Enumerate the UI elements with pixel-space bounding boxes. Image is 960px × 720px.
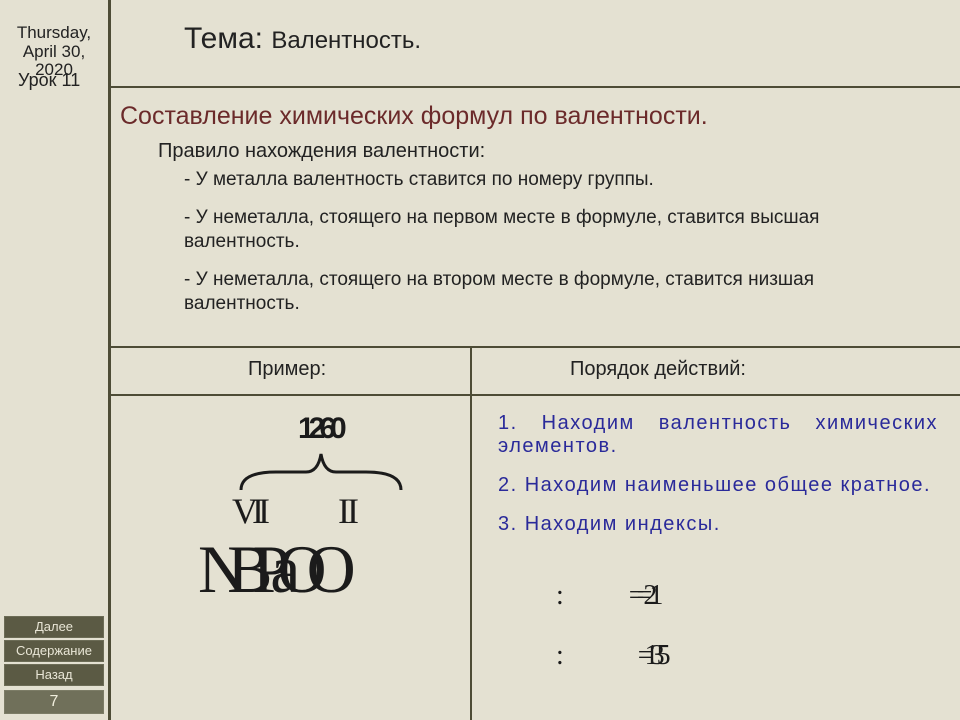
page-number: 7 xyxy=(4,690,104,714)
example-box: 1260 VII II NBPa OO xyxy=(188,400,478,710)
calc-row-1: : == 21 xyxy=(556,580,655,612)
back-button[interactable]: Назад xyxy=(4,664,104,686)
valence-left: VII xyxy=(232,490,264,532)
chemical-formula: NBPa OO xyxy=(198,530,336,609)
next-button[interactable]: Далее xyxy=(4,616,104,638)
lesson-label: Урок 11 xyxy=(18,70,80,91)
rules-heading: Правило нахождения валентности: xyxy=(158,140,485,163)
calc1-right: == 21 xyxy=(629,580,656,611)
column-header-steps: Порядок действий: xyxy=(570,358,746,381)
vertical-divider xyxy=(108,0,111,720)
calc1-left: : xyxy=(556,580,566,611)
step-3: 3. Находим индексы. xyxy=(498,513,938,536)
calc2-left: : xyxy=(556,640,566,671)
step-2: 2. Находим наименьшее общее кратное. xyxy=(498,474,938,497)
title-underline xyxy=(111,86,960,88)
column-header-example: Пример: xyxy=(248,358,326,381)
page-title: Тема: Валентность. xyxy=(184,22,421,56)
step-1: 1. Находим валентность химических элемен… xyxy=(498,412,938,458)
brace-icon xyxy=(236,442,406,492)
sidebar: Thursday, April 30, 2020 Урок 11 Далее С… xyxy=(0,0,108,720)
subtitle: Составление химических формул по валентн… xyxy=(120,102,708,131)
steps-list: 1. Находим валентность химических элемен… xyxy=(498,412,938,552)
valence-right: II xyxy=(338,490,356,532)
toc-button[interactable]: Содержание xyxy=(4,640,104,662)
table-top-line xyxy=(111,346,960,348)
date-line-2: April 30, xyxy=(23,42,85,61)
calc2-right: = 135 xyxy=(638,640,663,671)
title-topic: Валентность. xyxy=(271,27,421,54)
table-header-line xyxy=(111,394,960,396)
calc-row-2: : = 135 xyxy=(556,640,663,672)
rule-2: - У неметалла, стоящего на первом месте … xyxy=(184,206,904,254)
rule-1: - У металла валентность ставится по номе… xyxy=(184,168,904,192)
rule-3: - У неметалла, стоящего на втором месте … xyxy=(184,268,904,316)
lcm-number: 1260 xyxy=(298,412,341,446)
title-prefix: Тема: xyxy=(184,22,263,55)
date-line-1: Thursday, xyxy=(17,23,91,42)
